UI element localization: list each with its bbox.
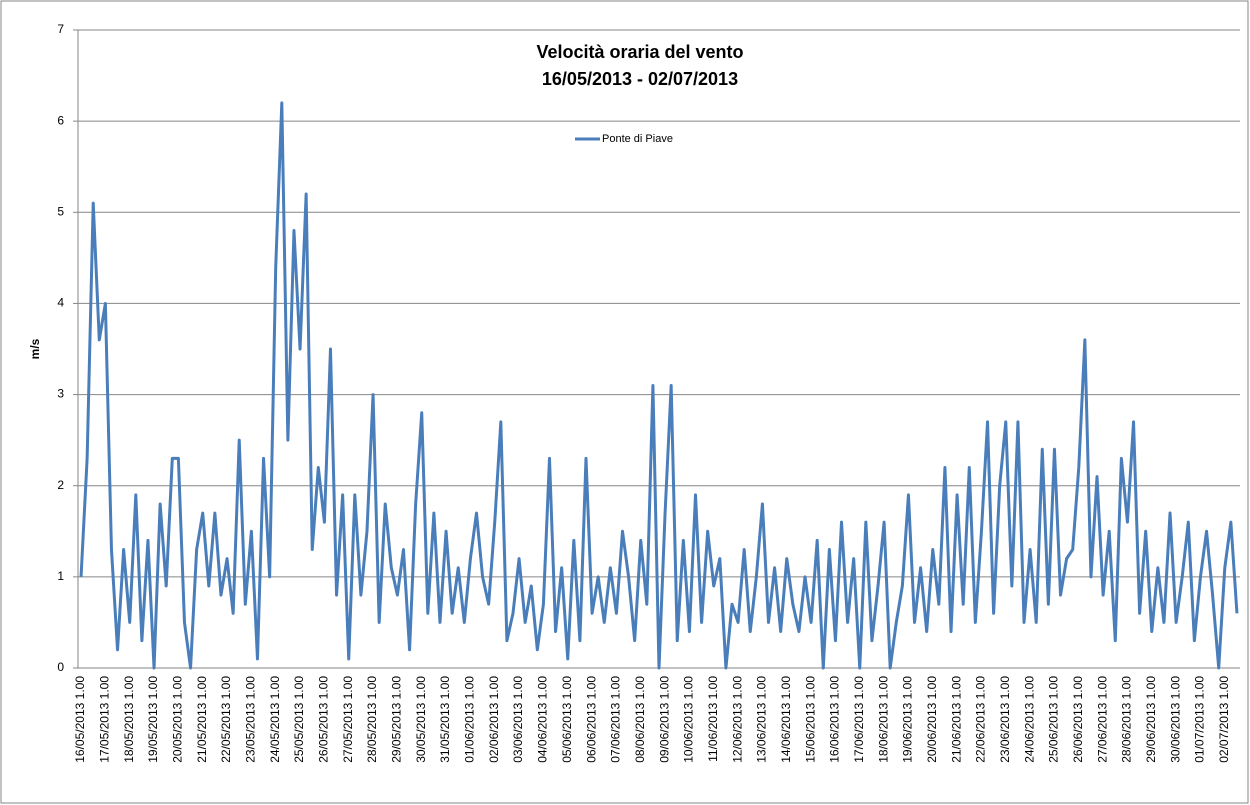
x-tick-label: 02/06/2013 1.00 — [487, 676, 501, 763]
x-tick-label: 06/06/2013 1.00 — [584, 676, 598, 763]
x-tick-label: 23/05/2013 1.00 — [244, 676, 258, 763]
x-tick-label: 12/06/2013 1.00 — [730, 676, 744, 763]
x-tick-label: 03/06/2013 1.00 — [511, 676, 525, 763]
series-line — [79, 101, 1239, 670]
x-tick-label: 05/06/2013 1.00 — [560, 676, 574, 763]
x-tick-label: 30/05/2013 1.00 — [414, 676, 428, 763]
x-tick-label: 20/05/2013 1.00 — [171, 676, 185, 763]
x-tick-label: 20/06/2013 1.00 — [925, 676, 939, 763]
x-tick-label: 29/05/2013 1.00 — [390, 676, 404, 763]
x-tick-label: 30/06/2013 1.00 — [1168, 676, 1182, 763]
x-tick-label: 22/05/2013 1.00 — [219, 676, 233, 763]
chart-title: Velocità oraria del vento — [536, 42, 743, 62]
x-tick-label: 16/05/2013 1.00 — [73, 676, 87, 763]
x-tick-label: 11/06/2013 1.00 — [706, 676, 720, 762]
x-tick-label: 07/06/2013 1.00 — [609, 676, 623, 763]
x-tick-label: 27/06/2013 1.00 — [1095, 676, 1109, 763]
x-tick-label: 24/05/2013 1.00 — [268, 676, 282, 763]
x-tick-label: 14/06/2013 1.00 — [779, 676, 793, 763]
x-tick-label: 26/06/2013 1.00 — [1071, 676, 1085, 763]
y-tick-label: 1 — [57, 569, 64, 583]
y-tick-label: 4 — [57, 296, 64, 310]
x-tick-label: 28/06/2013 1.00 — [1120, 676, 1134, 763]
x-tick-label: 23/06/2013 1.00 — [998, 676, 1012, 763]
x-tick-label: 17/06/2013 1.00 — [852, 676, 866, 763]
x-tick-label: 18/06/2013 1.00 — [876, 676, 890, 763]
x-tick-label: 25/06/2013 1.00 — [1047, 676, 1061, 763]
chart-subtitle: 16/05/2013 - 02/07/2013 — [542, 69, 738, 89]
x-tick-label: 09/06/2013 1.00 — [657, 676, 671, 763]
x-tick-label: 01/07/2013 1.00 — [1193, 676, 1207, 763]
x-tick-label: 25/05/2013 1.00 — [292, 676, 306, 763]
legend-label: Ponte di Piave — [602, 133, 673, 145]
x-tick-label: 17/05/2013 1.00 — [98, 676, 112, 763]
y-tick-label: 3 — [57, 387, 64, 401]
x-tick-label: 04/06/2013 1.00 — [536, 676, 550, 763]
x-tick-label: 26/05/2013 1.00 — [317, 676, 331, 763]
y-tick-label: 2 — [57, 478, 64, 492]
y-tick-label: 5 — [57, 204, 64, 218]
x-tick-label: 29/06/2013 1.00 — [1144, 676, 1158, 763]
x-tick-label: 22/06/2013 1.00 — [974, 676, 988, 763]
x-tick-label: 10/06/2013 1.00 — [682, 676, 696, 763]
x-tick-label: 15/06/2013 1.00 — [803, 676, 817, 763]
x-tick-label: 24/06/2013 1.00 — [1022, 676, 1036, 763]
x-tick-label: 19/06/2013 1.00 — [901, 676, 915, 763]
x-tick-label: 19/05/2013 1.00 — [146, 676, 160, 763]
x-tick-label: 02/07/2013 1.00 — [1217, 676, 1231, 763]
x-tick-label: 01/06/2013 1.00 — [463, 676, 477, 763]
y-tick-label: 6 — [57, 113, 64, 127]
x-tick-label: 21/05/2013 1.00 — [195, 676, 209, 763]
x-tick-label: 16/06/2013 1.00 — [828, 676, 842, 763]
x-tick-label: 18/05/2013 1.00 — [122, 676, 136, 763]
x-tick-label: 21/06/2013 1.00 — [949, 676, 963, 763]
y-tick-label: 7 — [57, 22, 64, 36]
x-tick-label: 27/05/2013 1.00 — [341, 676, 355, 763]
x-tick-label: 08/06/2013 1.00 — [633, 676, 647, 763]
y-axis-title: m/s — [28, 338, 42, 359]
x-tick-label: 13/06/2013 1.00 — [755, 676, 769, 763]
y-tick-label: 0 — [57, 660, 64, 674]
x-tick-label: 31/05/2013 1.00 — [438, 676, 452, 763]
x-tick-label: 28/05/2013 1.00 — [365, 676, 379, 763]
